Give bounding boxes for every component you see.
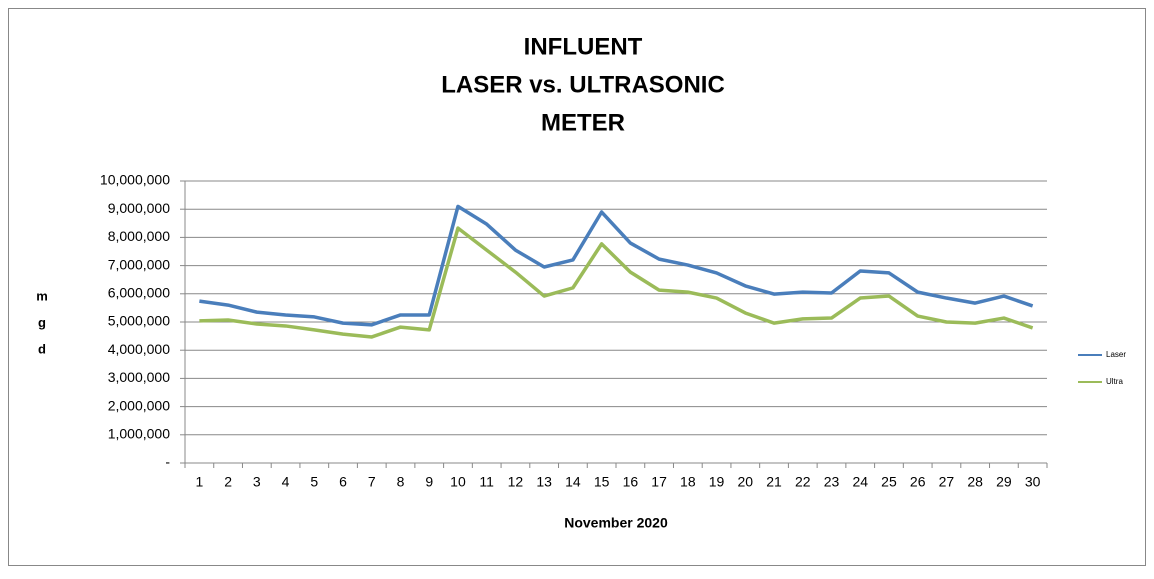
y-tick-label: 1,000,000 xyxy=(108,426,170,442)
x-tick-label: 3 xyxy=(253,474,261,490)
x-tick-label: 30 xyxy=(1025,474,1041,490)
y-tick-label: 6,000,000 xyxy=(108,285,170,301)
y-tick-label: 4,000,000 xyxy=(108,341,170,357)
x-tick-label: 15 xyxy=(594,474,610,490)
x-tick-label: 17 xyxy=(651,474,667,490)
x-tick-label: 7 xyxy=(368,474,376,490)
x-tick-label: 23 xyxy=(824,474,840,490)
x-tick-label: 26 xyxy=(910,474,926,490)
x-tick-label: 5 xyxy=(310,474,318,490)
y-tick-label: 2,000,000 xyxy=(108,397,170,413)
chart-border xyxy=(8,8,1146,566)
y-tick-label: 10,000,000 xyxy=(100,172,170,188)
x-tick-label: 13 xyxy=(536,474,552,490)
chart-title: INFLUENT xyxy=(524,33,643,60)
y-axis-label: g xyxy=(38,315,46,330)
legend-label: Laser xyxy=(1106,350,1126,359)
x-tick-label: 29 xyxy=(996,474,1012,490)
x-tick-label: 22 xyxy=(795,474,811,490)
y-axis-label: m xyxy=(36,288,48,303)
x-tick-label: 4 xyxy=(282,474,290,490)
x-axis-label: November 2020 xyxy=(564,515,668,531)
y-tick-label: - xyxy=(165,454,170,470)
y-tick-label: 9,000,000 xyxy=(108,200,170,216)
x-tick-label: 8 xyxy=(397,474,405,490)
legend-label: Ultra xyxy=(1106,377,1123,386)
x-tick-label: 1 xyxy=(195,474,203,490)
x-tick-label: 19 xyxy=(709,474,725,490)
x-tick-label: 21 xyxy=(766,474,782,490)
x-tick-label: 28 xyxy=(967,474,983,490)
y-axis-label: d xyxy=(38,341,46,356)
x-tick-label: 6 xyxy=(339,474,347,490)
y-tick-label: 5,000,000 xyxy=(108,313,170,329)
x-tick-label: 25 xyxy=(881,474,897,490)
y-tick-label: 8,000,000 xyxy=(108,228,170,244)
series-line xyxy=(199,204,1034,327)
x-tick-label: 2 xyxy=(224,474,232,490)
x-tick-label: 18 xyxy=(680,474,696,490)
x-tick-label: 20 xyxy=(738,474,754,490)
x-tick-label: 12 xyxy=(508,474,524,490)
chart-title: LASER vs. ULTRASONIC xyxy=(441,71,725,98)
x-tick-label: 14 xyxy=(565,474,581,490)
x-tick-label: 9 xyxy=(425,474,433,490)
x-tick-label: 24 xyxy=(852,474,868,490)
series-line xyxy=(199,226,1034,339)
x-tick-label: 27 xyxy=(939,474,955,490)
y-tick-label: 3,000,000 xyxy=(108,369,170,385)
x-tick-label: 11 xyxy=(479,474,494,490)
x-tick-label: 10 xyxy=(450,474,466,490)
x-tick-label: 16 xyxy=(623,474,639,490)
chart-title: METER xyxy=(541,109,625,136)
y-tick-label: 7,000,000 xyxy=(108,256,170,272)
